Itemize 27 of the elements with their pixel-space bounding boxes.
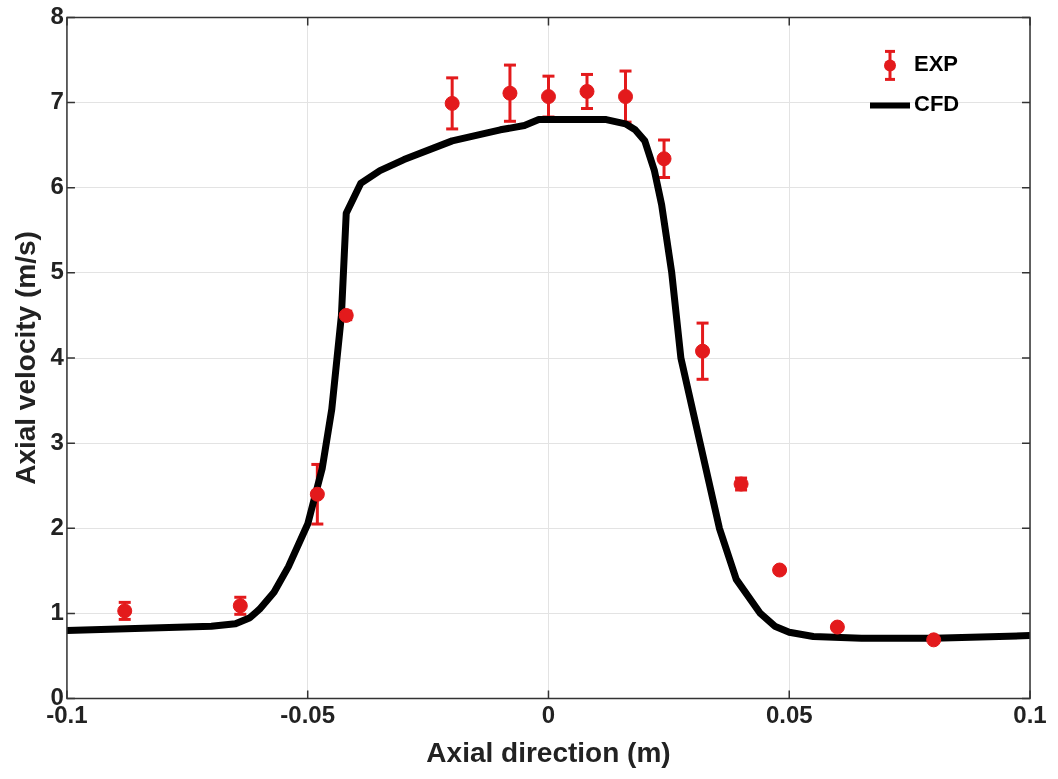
y-tick-label: 7 <box>50 87 64 115</box>
point <box>540 89 556 105</box>
x-tick-label: -0.05 <box>280 700 336 728</box>
point <box>656 151 672 167</box>
legend-label: CFD <box>914 91 960 117</box>
point <box>926 632 942 648</box>
point <box>618 89 634 105</box>
y-axis-title: Axial velocity (m/s) <box>9 231 41 485</box>
x-tick-label: 0.05 <box>765 700 813 728</box>
point <box>502 85 518 101</box>
point <box>695 343 711 359</box>
point <box>309 486 325 502</box>
point <box>579 83 595 99</box>
y-tick-label: 5 <box>50 257 64 285</box>
x-tick-label: 0.1 <box>1013 700 1047 728</box>
x-tick-label: 0 <box>541 700 556 728</box>
y-tick-label: 4 <box>50 342 65 370</box>
point <box>772 562 788 578</box>
point <box>829 619 845 635</box>
point <box>444 95 460 111</box>
y-tick-label: 2 <box>50 512 64 540</box>
legend-label: EXP <box>914 51 959 77</box>
y-tick-label: 3 <box>50 427 64 455</box>
y-tick-label: 6 <box>50 172 64 200</box>
x-axis-title: Axial direction (m) <box>426 736 671 768</box>
y-tick-label: 1 <box>50 598 64 626</box>
y-tick-label: 8 <box>50 2 64 30</box>
